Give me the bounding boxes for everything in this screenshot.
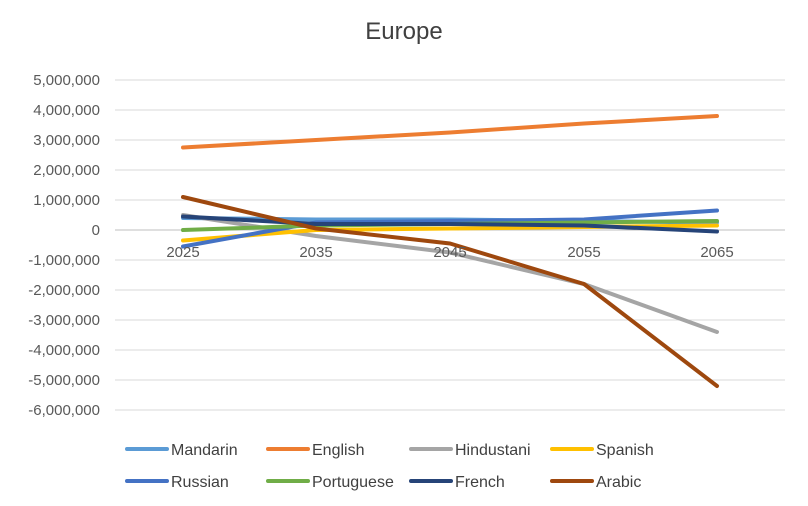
x-tick-label: 2055 [567,244,600,261]
series-line-russian [181,208,719,249]
x-tick-label: 2065 [700,244,733,261]
y-tick-label: -5,000,000 [28,372,100,389]
legend-label-arabic: Arabic [596,474,641,491]
legend-label-russian: Russian [171,474,229,491]
y-tick-label: -2,000,000 [28,282,100,299]
x-tick-label: 2025 [166,244,199,261]
y-tick-label: -1,000,000 [28,252,100,269]
y-tick-label: 0 [92,222,100,239]
y-tick-label: 3,000,000 [33,132,100,149]
legend: Mandarin English Hindustani Spanish Russian P… [125,442,654,491]
series-line-english [181,114,719,150]
series-lines [181,114,719,388]
legend-label-portuguese: Portuguese [312,474,394,491]
y-tick-label: 2,000,000 [33,162,100,179]
y-tick-label: -6,000,000 [28,402,100,419]
y-axis-ticks: 5,000,000 4,000,000 3,000,000 2,000,000 1,00… [28,72,100,419]
legend-label-mandarin: Mandarin [171,442,238,459]
chart-title: Europe [365,18,443,45]
legend-label-english: English [312,442,364,459]
x-tick-label: 2045 [433,244,466,261]
x-axis-ticks: 2025 2035 2045 2055 2065 [166,244,733,261]
y-tick-label: 5,000,000 [33,72,100,89]
y-tick-label: 1,000,000 [33,192,100,209]
x-tick-label: 2035 [299,244,332,261]
y-tick-label: -3,000,000 [28,312,100,329]
legend-label-french: French [455,474,505,491]
legend-label-hindustani: Hindustani [455,442,531,459]
series-line-french [181,214,719,234]
y-tick-label: 4,000,000 [33,102,100,119]
y-tick-label: -4,000,000 [28,342,100,359]
legend-label-spanish: Spanish [596,442,654,459]
series-line-arabic [181,195,719,388]
